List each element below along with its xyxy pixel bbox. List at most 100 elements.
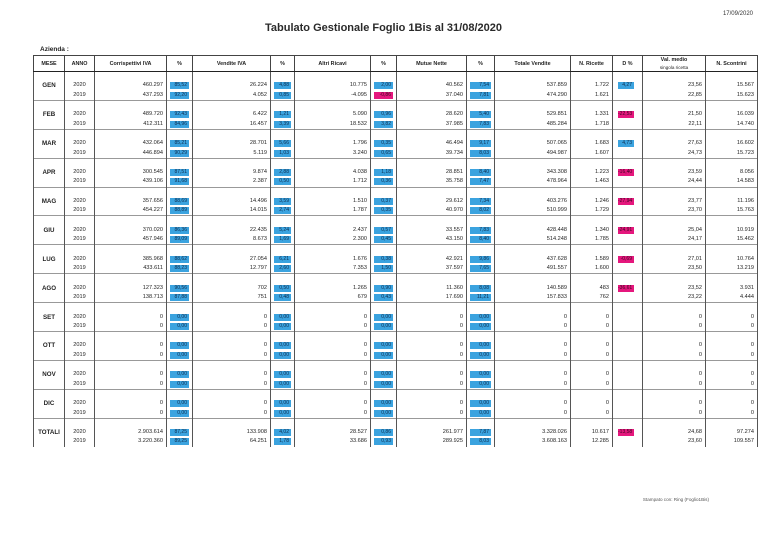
mutue-cell: 46.494 [396, 139, 467, 149]
spacer-cell [33, 71, 65, 82]
pct-vendite-value: 0,00 [274, 351, 291, 359]
scontrini-cell: 0 [705, 312, 758, 322]
pct-altri-value: 0,38 [374, 255, 393, 263]
spacer-cell [466, 273, 495, 284]
spacer-cell [64, 244, 95, 255]
val-medio-label: Val. medio [660, 56, 688, 63]
pct-corrispettivi-value: 88,69 [170, 198, 189, 205]
mutue-cell: 43.150 [396, 235, 467, 245]
ricette-cell: 1.463 [570, 177, 613, 188]
val-medio-cell: 21,50 [642, 110, 706, 120]
ricette-cell: 762 [570, 292, 613, 303]
pct-vendite: 1,78 [270, 437, 295, 447]
ricette-cell: 1.607 [570, 148, 613, 159]
pct-mutue: 5,40 [466, 110, 495, 120]
spacer-cell [642, 359, 706, 371]
pct-mutue: 0,00 [466, 408, 495, 419]
pct-corrispettivi: 87,51 [166, 167, 193, 178]
year-cell: 2019 [64, 408, 95, 419]
pct-vendite-value: 4,02 [274, 429, 291, 437]
pct-corrispettivi: 87,88 [166, 292, 193, 303]
pct-vendite: 1,69 [270, 235, 295, 245]
pct-altri-value: 0,00 [374, 371, 393, 379]
spacer-cell [192, 99, 271, 111]
delta-pct-value: -24,91 [618, 226, 634, 234]
spacer-cell [570, 359, 613, 371]
pct-corrispettivi-value: 0,00 [170, 322, 189, 330]
pct-mutue: 9,17 [466, 139, 495, 149]
spacer-cell [612, 302, 643, 313]
pct-corrispettivi: 88,69 [166, 196, 193, 207]
val-medio-cell: 24,44 [642, 177, 706, 188]
pct-altri: 0,57 [370, 225, 397, 236]
spacer-cell [705, 388, 758, 400]
pct-corrispettivi: 91,68 [166, 177, 193, 188]
spacer-cell [64, 186, 95, 197]
header-val-medio: Val. medio singola ricetta [642, 55, 706, 72]
val-medio-cell: 23,52 [642, 283, 706, 293]
pct-vendite-value: 0,00 [274, 342, 291, 350]
pct-corrispettivi-value: 0,00 [170, 409, 189, 417]
pct-vendite-value: 0,48 [274, 293, 291, 301]
spacer-cell [642, 71, 706, 82]
pct-altri: 2,00 [370, 81, 397, 91]
spacer-cell [370, 99, 397, 111]
spacer-cell [642, 388, 706, 400]
totale-cell: 3.328.026 [494, 427, 571, 438]
pct-corrispettivi: 90,29 [166, 148, 193, 159]
month-cell: NOV [33, 370, 65, 380]
month-cell: MAR [33, 139, 65, 149]
pct-mutue-value: 0,00 [470, 342, 491, 350]
spacer-cell [270, 71, 295, 82]
table-row: 2019 457.946 89,09 8.673 1,69 2.300 0,45 43.150… [33, 235, 758, 245]
month-cell [33, 119, 65, 130]
spacer-cell [370, 128, 397, 140]
vendite-cell: 0 [192, 408, 271, 419]
spacer-cell [166, 99, 193, 111]
pct-vendite: 2,60 [270, 263, 295, 274]
pct-vendite-value: 0,00 [274, 380, 291, 388]
pct-mutue: 0,00 [466, 370, 495, 380]
month-cell: GEN [33, 81, 65, 91]
spacer-cell [166, 273, 193, 284]
pct-vendite-value: 4,88 [274, 82, 291, 90]
delta-pct: -0,69 [612, 254, 643, 264]
mutue-cell: 0 [396, 399, 467, 409]
totale-cell: 3.608.163 [494, 437, 571, 447]
pct-mutue-value: 0,00 [470, 322, 491, 330]
pct-mutue: 0,00 [466, 379, 495, 390]
delta-pct: -24,91 [612, 225, 643, 236]
spacer-cell [494, 215, 571, 226]
pct-mutue-value: 7,81 [470, 91, 491, 99]
spacer-cell [396, 302, 467, 313]
corrispettivi-cell: 433.611 [94, 263, 167, 274]
spacer-cell [270, 215, 295, 226]
val-medio-cell: 23,59 [642, 167, 706, 178]
table-row: 2019 454.227 88,89 14.015 2,74 1.787 0,35 40.97… [33, 206, 758, 216]
spacer-cell [33, 244, 65, 255]
spacer-cell [192, 215, 271, 226]
spacer-cell [705, 331, 758, 342]
pct-vendite-value: 1,21 [274, 111, 291, 119]
pct-altri: 3,82 [370, 119, 397, 130]
pct-corrispettivi-value: 88,62 [170, 255, 189, 263]
corrispettivi-cell: 0 [94, 350, 167, 361]
altri-ricavi-cell: -4.095 [294, 90, 371, 101]
altri-ricavi-cell: 1.676 [294, 254, 371, 264]
pct-altri-value: 0,35 [374, 207, 393, 215]
scontrini-cell: 3.931 [705, 283, 758, 293]
vendite-cell: 9.874 [192, 167, 271, 178]
spacer-cell [466, 215, 495, 226]
pct-mutue: 9,86 [466, 254, 495, 264]
mutue-cell: 0 [396, 370, 467, 380]
totale-cell: 510.999 [494, 206, 571, 216]
mutue-cell: 33.557 [396, 225, 467, 236]
year-cell: 2020 [64, 370, 95, 380]
ricette-cell: 1.331 [570, 110, 613, 120]
block-spacer [33, 244, 758, 255]
mutue-cell: 42.921 [396, 254, 467, 264]
pct-corrispettivi: 0,00 [166, 379, 193, 390]
pct-altri-value: 2,00 [374, 82, 393, 90]
pct-altri-value: 0,00 [374, 313, 393, 321]
vendite-cell: 12.797 [192, 263, 271, 274]
